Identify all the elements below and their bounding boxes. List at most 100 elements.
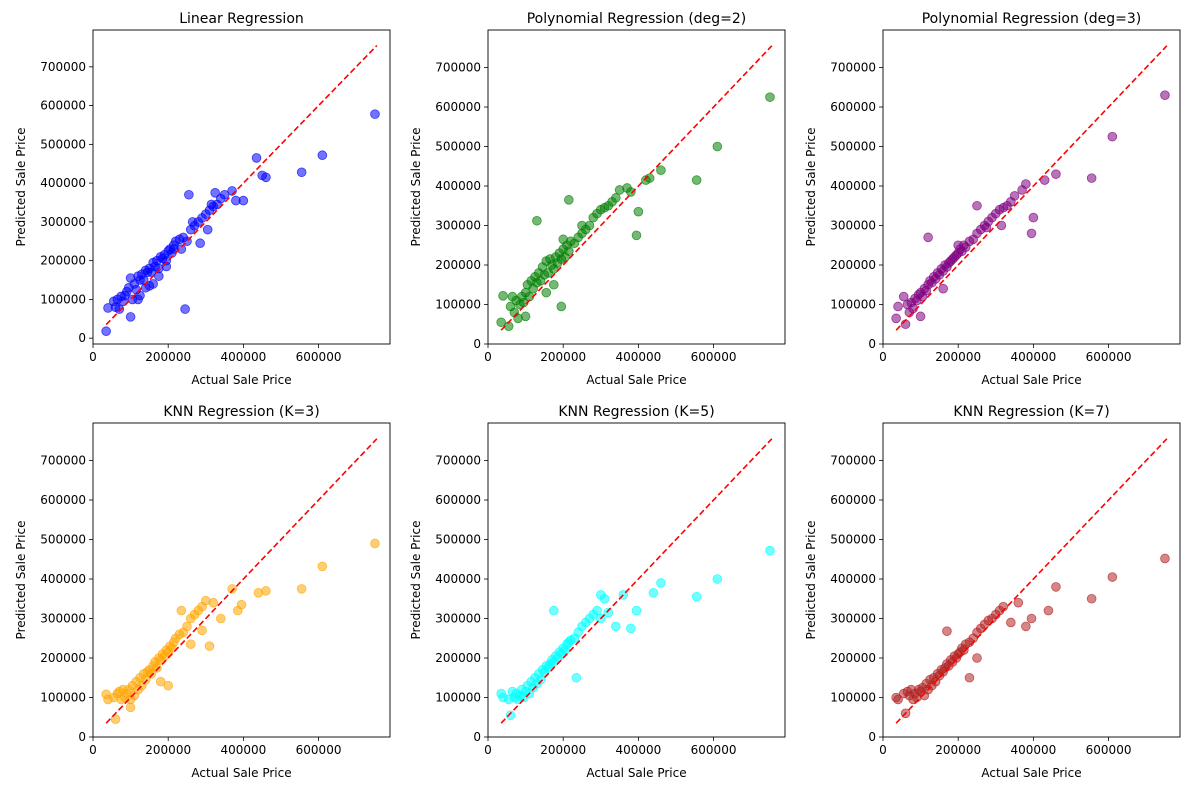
x-tick-label: 200000 (935, 743, 981, 757)
scatter-point (571, 672, 582, 683)
subplot-title: Polynomial Regression (deg=2) (527, 11, 747, 27)
scatter-point (611, 193, 621, 203)
x-tick-label: 400000 (1010, 350, 1056, 364)
scatter-point (520, 311, 531, 322)
scatter-point (1160, 90, 1170, 100)
scatter-point (631, 605, 642, 616)
x-tick-label: 600000 (691, 350, 737, 364)
subplot-1: Linear Regression Actual Sale Price Predic… (14, 11, 391, 387)
x-tick-label: 600000 (691, 743, 737, 757)
x-axis-label: Actual Sale Price (191, 766, 291, 780)
scatter-point (1086, 173, 1097, 183)
scatter-point (251, 153, 262, 163)
scatter-point (180, 304, 190, 314)
scatter-point (556, 301, 567, 312)
x-tick-label: 0 (879, 350, 887, 364)
x-tick-label: 400000 (1010, 743, 1056, 757)
y-axis-label: Predicted Sale Price (409, 128, 423, 247)
scatter-point (152, 663, 162, 673)
axes-frame (487, 29, 786, 345)
scatter-point (1021, 179, 1031, 189)
scatter-point (185, 639, 196, 649)
scatter-point (202, 224, 213, 235)
subplot-2: Polynomial Regression (deg=2) Actual Sale… (409, 11, 786, 387)
scatter-point (532, 215, 542, 226)
scatter-point (210, 188, 220, 198)
scatter-point (153, 271, 164, 281)
reference-line (500, 438, 773, 724)
scatter-point (219, 189, 230, 200)
scatter-point (915, 311, 926, 322)
scatter-point (176, 605, 187, 616)
scatter-point (1043, 605, 1054, 616)
y-tick-label: 300000 (830, 612, 876, 626)
scatter-point (592, 605, 602, 616)
scatter-point (1013, 597, 1024, 608)
subplot-title: Linear Regression (179, 11, 304, 27)
y-tick-label: 600000 (830, 493, 876, 507)
scatter-point (765, 92, 775, 102)
reference-line (895, 438, 1168, 724)
scatter-point (981, 222, 992, 233)
subplot-3: Polynomial Regression (deg=3) Actual Sale… (804, 11, 1181, 387)
reference-line (105, 438, 378, 724)
x-tick-label: 0 (89, 350, 97, 364)
scatter-point (163, 680, 173, 691)
scatter-point (953, 240, 963, 251)
scatter-point (133, 294, 143, 305)
scatter-point (1006, 617, 1016, 628)
axes-frame (882, 422, 1181, 738)
x-axis-label: Actual Sale Price (586, 373, 686, 387)
subplot-title: Polynomial Regression (deg=3) (922, 11, 1142, 27)
y-tick-label: 100000 (435, 298, 481, 312)
y-tick-label: 700000 (40, 60, 86, 74)
scatter-series (101, 538, 380, 725)
y-tick-label: 0 (78, 730, 86, 744)
y-tick-label: 700000 (435, 454, 481, 468)
x-tick-label: 0 (879, 743, 887, 757)
scatter-point (1021, 621, 1031, 632)
scatter-point (114, 304, 125, 314)
scatter-point (891, 313, 901, 324)
scatter-point (631, 230, 642, 241)
y-tick-label: 700000 (830, 454, 876, 468)
scatter-point (611, 621, 621, 632)
x-tick-label: 400000 (220, 350, 266, 364)
x-tick-label: 600000 (296, 743, 342, 757)
x-axis-label: Actual Sale Price (191, 373, 291, 387)
y-tick-label: 200000 (40, 254, 86, 268)
x-tick-label: 600000 (1086, 743, 1132, 757)
x-tick-label: 200000 (540, 743, 586, 757)
x-axis-label: Actual Sale Price (981, 766, 1081, 780)
y-tick-label: 500000 (40, 533, 86, 547)
scatter-point (1028, 212, 1039, 223)
scatter-point (656, 165, 666, 176)
scatter-point (656, 578, 666, 588)
y-tick-label: 500000 (435, 140, 481, 154)
axes-frame (487, 422, 786, 738)
y-tick-label: 300000 (40, 215, 86, 229)
y-tick-label: 600000 (40, 493, 86, 507)
scatter-point (204, 641, 215, 651)
scatter-point (1009, 191, 1020, 201)
x-axis-label: Actual Sale Price (981, 373, 1081, 387)
scatter-point (972, 653, 982, 663)
y-tick-label: 700000 (435, 61, 481, 75)
y-tick-label: 0 (868, 730, 876, 744)
scatter-point (296, 584, 307, 594)
scatter-series (496, 545, 775, 721)
scatter-point (1086, 593, 1097, 604)
scatter-point (548, 279, 559, 290)
scatter-point (317, 561, 328, 572)
scatter-point (1051, 169, 1061, 179)
scatter-point (923, 232, 933, 243)
y-tick-label: 400000 (830, 572, 876, 586)
y-axis-label: Predicted Sale Price (804, 128, 818, 247)
scatter-point (236, 599, 247, 610)
scatter-point (633, 206, 644, 217)
scatter-point (208, 597, 219, 608)
y-axis-label: Predicted Sale Price (14, 521, 28, 640)
scatter-point (1026, 613, 1037, 624)
y-tick-label: 200000 (830, 651, 876, 665)
